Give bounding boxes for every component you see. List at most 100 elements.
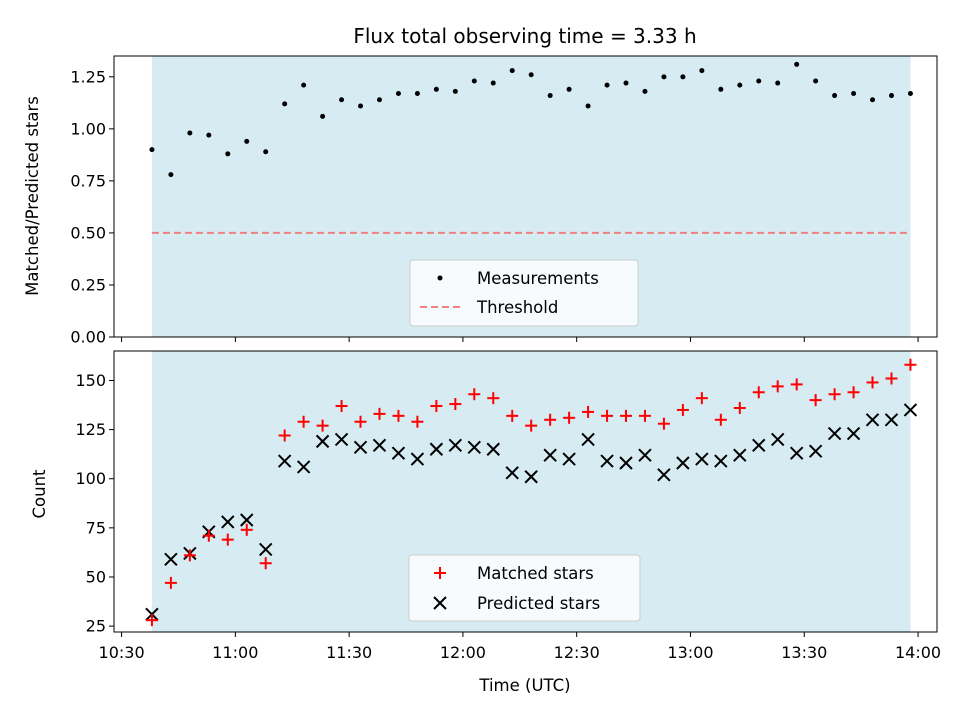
predicted-star-point: [676, 456, 690, 470]
measurement-point: [490, 80, 496, 86]
legend-label-measurements: Measurements: [477, 269, 599, 288]
predicted-star-point: [865, 413, 880, 427]
matched-star-point: [676, 403, 689, 416]
x-tick-label: 11:00: [212, 643, 258, 662]
predicted-star-point: [353, 440, 368, 454]
top-y-tick-label: 0.50: [70, 223, 106, 242]
bottom-panel: 25 50 75 100 125 150 10:30 11:00 11:30 12:00 12:3…: [30, 350, 941, 695]
measurement-point: [794, 61, 800, 67]
measurement-point: [907, 90, 913, 96]
bottom-y-axis-ticks: 25 50 75 100 125 150: [75, 371, 114, 636]
bottom-legend-box: [408, 554, 641, 622]
matched-star-point: [468, 388, 481, 401]
matched-star-point: [354, 415, 367, 428]
matched-star-point: [601, 409, 614, 422]
measurement-point: [320, 113, 326, 119]
top-y-tick-label: 0.00: [70, 328, 106, 347]
measurement-point: [358, 103, 364, 109]
predicted-star-point: [505, 466, 519, 480]
predicted-star-point: [903, 403, 918, 417]
predicted-star-point: [524, 470, 538, 484]
matched-star-point: [657, 417, 670, 430]
measurement-point: [756, 78, 762, 84]
top-y-tick-label: 0.75: [70, 171, 106, 190]
measurement-point: [433, 86, 439, 92]
predicted-star-point: [581, 432, 595, 447]
measurement-point: [376, 97, 382, 103]
predicted-star-point: [543, 448, 557, 462]
measurement-point: [168, 172, 174, 178]
bottom-y-tick-label: 150: [75, 371, 106, 390]
measurement-point: [680, 74, 686, 80]
matched-star-point: [752, 386, 765, 399]
measurement-point: [187, 130, 193, 136]
matched-star-point: [411, 415, 424, 428]
top-legend-box: [409, 259, 639, 327]
legend-label-predicted: Predicted stars: [477, 594, 600, 613]
predicted-star-points: [145, 403, 918, 622]
predicted-star-point: [240, 513, 254, 527]
predicted-star-point: [448, 438, 463, 453]
matched-star-point: [373, 407, 386, 420]
x-tick-label: 14:00: [895, 643, 941, 662]
predicted-star-point: [372, 438, 387, 453]
measurement-point: [225, 151, 231, 157]
predicted-star-point: [410, 452, 425, 466]
matched-star-point: [790, 378, 803, 391]
predicted-star-point: [562, 452, 576, 466]
measurement-point: [339, 97, 345, 103]
matched-star-point: [164, 576, 177, 589]
matched-star-point: [714, 413, 727, 426]
predicted-star-point: [277, 454, 292, 468]
predicted-star-point: [733, 448, 747, 462]
measurement-point: [585, 103, 591, 109]
bottom-y-tick-label: 25: [86, 617, 106, 636]
predicted-star-point: [827, 426, 842, 441]
matched-star-point: [259, 557, 272, 570]
x-tick-label: 12:00: [440, 643, 486, 662]
predicted-star-point: [258, 542, 273, 557]
x-tick-label: 12:30: [554, 643, 600, 662]
predicted-star-point: [334, 432, 349, 447]
predicted-star-point: [296, 460, 311, 474]
measurement-point: [206, 132, 212, 138]
legend-marker-predicted: [433, 596, 447, 610]
matched-star-point: [392, 409, 405, 422]
x-tick-label: 13:30: [781, 643, 827, 662]
top-panel: 0.00 0.25 0.50 0.75 1.00 1.25 Matched/Predict…: [23, 55, 938, 347]
measurement-point: [623, 80, 629, 86]
matched-star-point: [638, 409, 651, 422]
measurement-point: [851, 90, 857, 96]
legend-marker-measurements: [437, 275, 443, 281]
measurement-point: [263, 149, 269, 155]
top-plot-frame: [113, 55, 938, 338]
measurement-point: [813, 78, 819, 84]
measurement-point: [395, 90, 401, 96]
matched-star-point: [582, 405, 595, 418]
matched-star-point: [430, 400, 443, 413]
measurement-point: [471, 78, 477, 84]
top-y-axis-label: Matched/Predicted stars: [23, 96, 42, 296]
measurement-point: [282, 101, 288, 107]
predicted-star-point: [638, 448, 652, 462]
matched-star-point: [297, 415, 310, 428]
matched-star-point: [183, 549, 196, 562]
x-axis-label: Time (UTC): [478, 676, 570, 695]
matched-star-point: [828, 388, 841, 401]
measurement-point: [888, 93, 894, 99]
measurement-point: [528, 72, 534, 78]
matched-star-point: [695, 392, 708, 405]
matched-star-point: [866, 376, 879, 389]
matched-star-point: [316, 419, 329, 432]
predicted-star-point: [164, 552, 178, 567]
matched-star-point: [809, 394, 822, 407]
legend-label-threshold: Threshold: [476, 298, 558, 317]
predicted-star-point: [789, 446, 804, 460]
predicted-star-point: [600, 454, 614, 468]
matched-star-point: [885, 372, 898, 385]
measurement-point: [832, 93, 838, 99]
top-y-tick-label: 1.25: [70, 67, 106, 86]
bottom-y-tick-label: 75: [86, 518, 106, 537]
x-tick-label: 10:30: [99, 643, 145, 662]
predicted-star-point: [714, 454, 728, 468]
